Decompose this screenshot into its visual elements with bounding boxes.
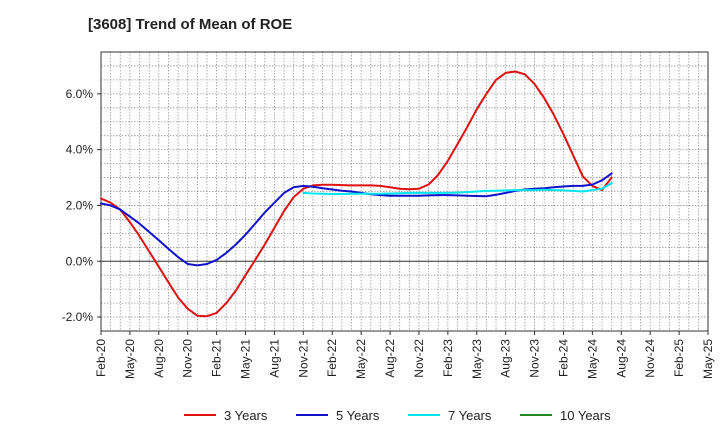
- x-tick-label: May-24: [585, 339, 599, 379]
- x-tick-label: Aug-23: [499, 339, 513, 378]
- x-tick-label: Nov-21: [296, 339, 310, 378]
- chart-title: [3608] Trend of Mean of ROE: [88, 16, 293, 33]
- legend-label-7-years: 7 Years: [448, 408, 492, 423]
- x-tick-label: May-20: [123, 339, 137, 379]
- x-tick-label: Nov-23: [528, 339, 542, 378]
- x-tick-label: Feb-20: [94, 339, 108, 377]
- legend-label-3-years: 3 Years: [224, 408, 268, 423]
- legend: 3 Years 5 Years 7 Years 10 Years: [184, 408, 611, 423]
- x-tick-label: Aug-20: [152, 339, 166, 378]
- y-tick-label: 2.0%: [66, 198, 94, 212]
- series-line-3-years: [100, 70, 613, 318]
- y-tick-label: -2.0%: [62, 310, 94, 324]
- x-tick-label: Feb-21: [210, 339, 224, 377]
- legend-label-5-years: 5 Years: [336, 408, 380, 423]
- y-tick-label: 6.0%: [66, 87, 94, 101]
- y-tick-label: 0.0%: [66, 254, 94, 268]
- x-tick-label: Feb-24: [556, 339, 570, 377]
- x-tick-label: Aug-21: [267, 339, 281, 378]
- series-line-7-years: [302, 182, 613, 195]
- x-tick-label: Aug-22: [383, 339, 397, 378]
- x-tick-label: Nov-24: [643, 339, 657, 378]
- x-tick-label: May-25: [701, 339, 715, 379]
- x-tick-label: May-23: [470, 339, 484, 379]
- x-tick-label: May-22: [354, 339, 368, 379]
- plot-frame: [100, 51, 709, 332]
- x-tick-label: Nov-20: [181, 339, 195, 378]
- x-tick-label: Feb-22: [325, 339, 339, 377]
- x-tick-label: Feb-23: [441, 339, 455, 377]
- x-tick-label: Aug-24: [614, 339, 628, 378]
- legend-label-10-years: 10 Years: [560, 408, 611, 423]
- x-tick-label: Feb-25: [672, 339, 686, 377]
- x-tick-label: Nov-22: [412, 339, 426, 378]
- x-tick-label: May-21: [239, 339, 253, 379]
- y-tick-label: 4.0%: [66, 143, 94, 157]
